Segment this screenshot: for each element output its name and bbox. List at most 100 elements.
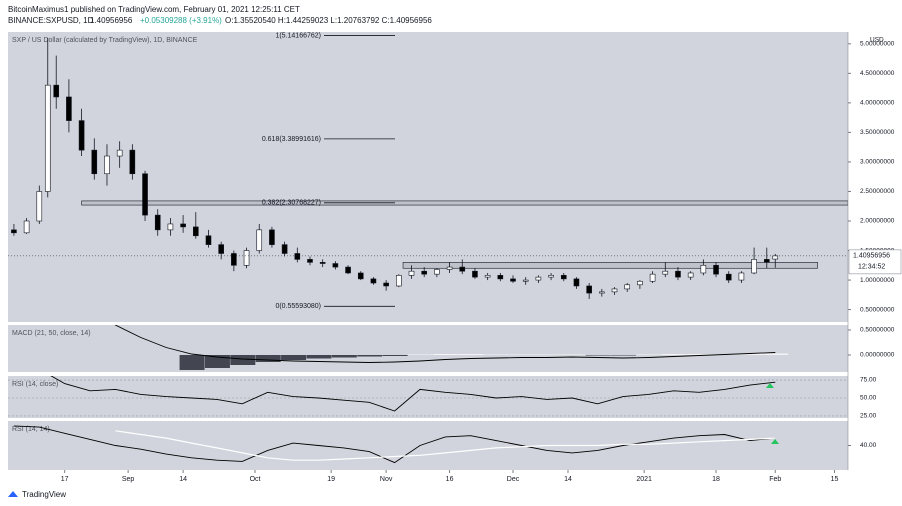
panel-layer [50,376,776,412]
fib-label: 0.382(2.30768227) [262,200,321,207]
candle-body [66,96,72,121]
candle-body [687,272,694,278]
histogram-bar [357,355,383,357]
candle-body [281,244,288,254]
candle-body [535,276,542,281]
candle-body [484,275,491,278]
candle-body [11,229,17,234]
candle-body [78,120,85,151]
candle-body [649,273,656,282]
candle-body [586,285,592,294]
x-tick-label: 19 [327,476,335,483]
panel-title: RSI (14, close) [12,381,58,388]
histogram-bar [458,354,484,355]
y-tick-label: 5.00000000 [860,41,895,48]
countdown: 12:34:52 [858,264,885,271]
candle-body [713,264,719,275]
candle-body [772,255,779,260]
histogram-bar [230,355,256,365]
fib-label: 1(5.14166762) [275,32,321,39]
candle-body [573,278,580,287]
x-tick-label: 15 [831,476,839,483]
histogram-bar [534,354,560,355]
x-tick-label: Sep [122,476,135,483]
plots: 0.500000001.000000001.500000002.00000000… [8,32,902,483]
candle-body [421,270,427,275]
panel-title: MACD (21, 50, close, 14) [12,330,91,337]
histogram-bar [509,354,535,355]
x-tick-label: Dec [507,476,520,483]
candle-body [408,270,415,276]
candle-body [129,149,136,175]
y-tick-label: 4.00000000 [860,100,895,107]
candle-body [599,291,605,294]
panel-title: RSI (14, 14) [12,426,50,433]
candle-body [154,214,161,231]
x-tick-label: 18 [712,476,720,483]
histogram-bar [484,354,510,355]
histogram-bar [331,355,357,358]
y-tick-label: 2.00000000 [860,218,895,225]
change: +0.05309288 (+3.91%) [140,16,222,25]
candle-body [269,229,275,245]
last: 1.40956956 [90,16,133,25]
indicator-line [115,430,776,461]
candle-body [446,266,453,270]
candle-body [434,269,440,275]
logo [8,491,18,497]
candle-body [44,84,51,192]
x-tick-label: Nov [380,476,393,483]
histogram-bar [204,355,230,368]
symbol: BINANCE:SXPUSD, 1D [8,16,94,25]
y-tick-label: 1.00000000 [860,277,895,284]
x-tick-label: 2021 [636,476,652,483]
histogram-bar [407,354,433,355]
candle-body [675,270,681,278]
zone [402,262,818,269]
price-box [848,249,902,275]
indicator-line [114,325,776,363]
candle-body [192,226,199,237]
x-tick-label: Feb [769,476,781,483]
histogram-bar [636,354,662,355]
histogram-bar [306,355,332,359]
candle-body [91,149,98,175]
panel-layer [13,425,776,464]
price-label: 1.40956956 [853,253,890,260]
candle-body [142,173,148,216]
candle-body [624,284,631,290]
panel-title: SXP / US Dollar (calculated by TradingVi… [12,37,198,44]
histogram-bar [382,355,408,356]
candle-body [104,155,110,175]
brand: TradingView [22,490,66,499]
histogram-bar [687,354,713,355]
histogram-bar [737,353,763,355]
y-tick-label: 2.50000000 [860,188,895,195]
candle-body [256,229,263,251]
histogram-bar [255,355,281,362]
panel-layer [114,325,789,370]
ohlc: O:1.35520540 H:1.44259023 L:1.20763792 C… [225,16,432,25]
candle-body [231,253,237,266]
x-tick-label: 14 [179,476,187,483]
signal-marker [766,383,774,388]
candle-body [218,244,224,254]
candle-body [522,279,529,282]
candle-body [180,223,186,228]
candle-body [243,250,250,266]
histogram-bar [661,354,687,355]
candle-body [116,149,123,157]
unit: USD [870,37,884,44]
y-tick-label: 75.00 [860,377,877,384]
candle-body [396,275,402,287]
candle-body [738,272,745,281]
y-tick-label: 40.00 [860,442,877,449]
panel-bg [8,32,848,322]
candle-body [167,223,174,231]
y-tick-label: 4.50000000 [860,70,895,77]
candle-body [459,266,466,272]
y-tick-label: 50.00 [860,395,877,402]
y-tick-label: 0.50000000 [860,306,895,313]
panel-bg [8,421,848,470]
